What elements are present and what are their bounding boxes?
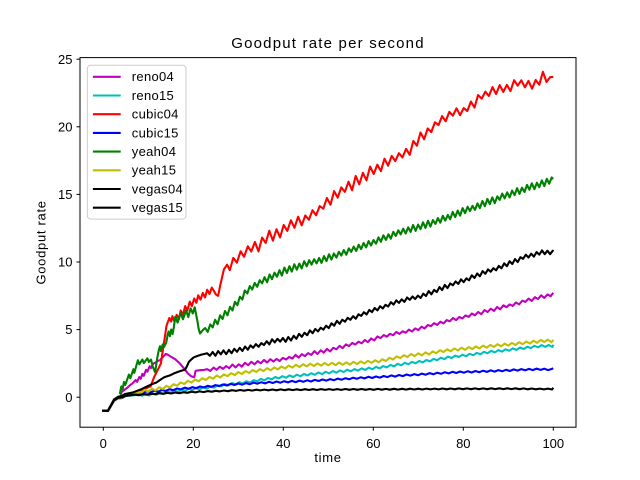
svg-text:time: time <box>314 450 341 465</box>
svg-text:Goodput rate per second: Goodput rate per second <box>231 35 425 52</box>
svg-text:10: 10 <box>58 255 72 270</box>
svg-text:25: 25 <box>58 52 72 67</box>
svg-text:40: 40 <box>276 436 290 451</box>
svg-text:cubic15: cubic15 <box>132 125 179 140</box>
svg-text:vegas04: vegas04 <box>132 181 183 196</box>
svg-text:reno15: reno15 <box>132 88 174 103</box>
svg-text:20: 20 <box>186 436 200 451</box>
svg-text:reno04: reno04 <box>132 69 174 84</box>
svg-text:yeah15: yeah15 <box>132 163 176 178</box>
svg-text:0: 0 <box>65 390 72 405</box>
svg-text:yeah04: yeah04 <box>132 144 176 159</box>
svg-text:Goodput rate: Goodput rate <box>34 200 49 284</box>
svg-text:15: 15 <box>58 187 72 202</box>
svg-text:60: 60 <box>366 436 380 451</box>
svg-text:vegas15: vegas15 <box>132 200 183 215</box>
svg-text:5: 5 <box>65 322 72 337</box>
svg-text:20: 20 <box>58 119 72 134</box>
svg-text:80: 80 <box>456 436 470 451</box>
svg-text:0: 0 <box>100 436 107 451</box>
svg-text:100: 100 <box>542 436 564 451</box>
svg-text:cubic04: cubic04 <box>132 107 179 122</box>
